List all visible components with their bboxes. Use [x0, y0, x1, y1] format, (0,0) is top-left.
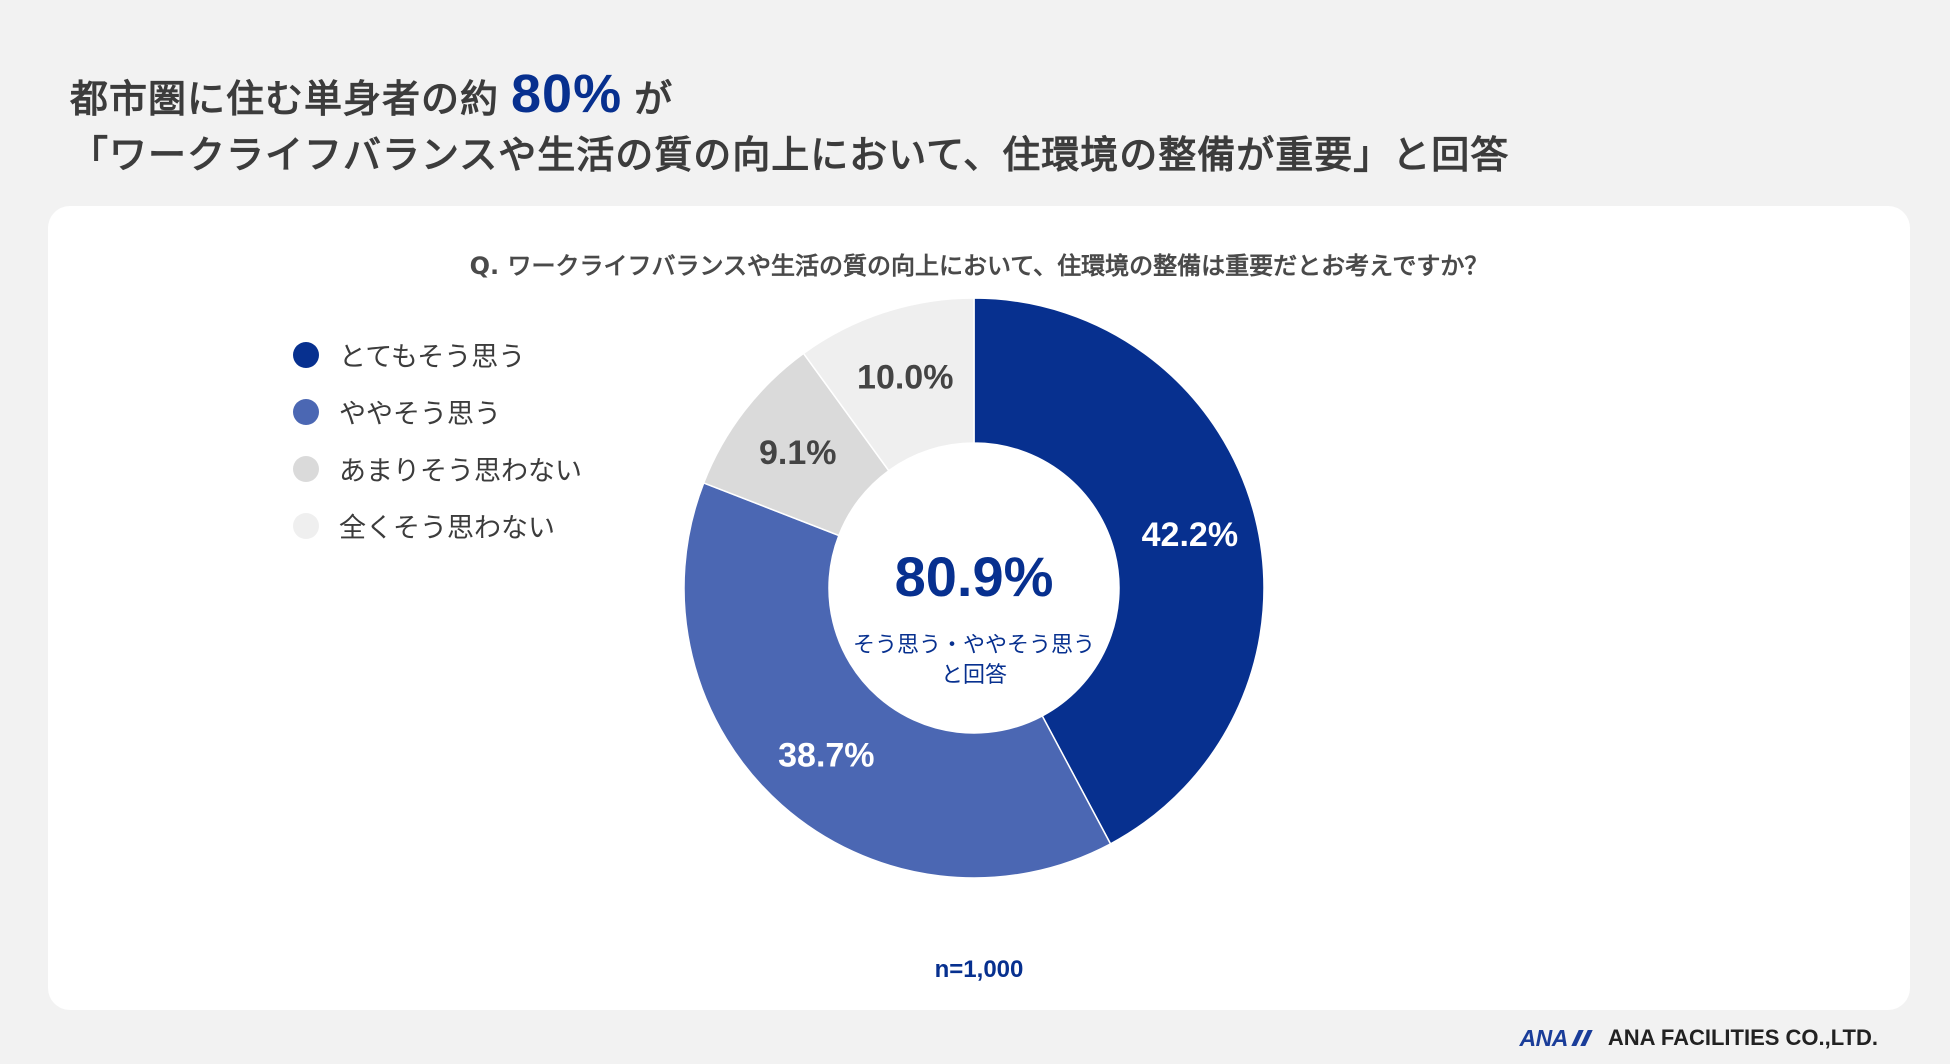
legend-swatch [293, 398, 319, 425]
center-total-value: 80.9% [895, 545, 1054, 608]
headline-line-2: 「ワークライフバランスや生活の質の向上において、住環境の整備が重要」と回答 [70, 133, 1510, 177]
ana-logo-mark: ANA [1519, 1024, 1569, 1051]
legend-item: ややそう思う [293, 383, 582, 440]
legend-label: とてもそう思う [339, 342, 526, 373]
legend-label: 全くそう思わない [339, 513, 555, 544]
legend-item: あまりそう思わない [293, 440, 582, 497]
donut-slice [973, 297, 1265, 845]
ana-stripes-icon [1571, 1030, 1594, 1046]
legend-swatch [293, 455, 319, 482]
company-logo: ANA ANA FACILITIES CO.,LTD. [1520, 1024, 1878, 1052]
chart-card: Q. ワークライフバランスや生活の質の向上において、住環境の整備は重要だとお考え… [48, 206, 1910, 1010]
chart-title: Q. ワークライフバランスや生活の質の向上において、住環境の整備は重要だとお考え… [469, 252, 1489, 280]
legend-swatch [293, 341, 319, 368]
legend-label: あまりそう思わない [339, 456, 582, 487]
headline-text-post: が [634, 77, 674, 121]
legend-swatch [293, 512, 319, 539]
donut-slice [802, 297, 975, 472]
slice-value-label: 42.2% [1142, 516, 1238, 554]
legend: とてもそう思う ややそう思う あまりそう思わない 全くそう思わない [293, 326, 582, 554]
headline: 都市圏に住む単身者の約 80% が 「ワークライフバランスや生活の質の向上において、… [70, 66, 1509, 183]
headline-line-1: 都市圏に住む単身者の約 80% が [70, 66, 1509, 127]
legend-item: 全くそう思わない [293, 497, 582, 554]
sample-size-label: n=1,000 [934, 956, 1024, 983]
company-name: ANA FACILITIES CO.,LTD. [1607, 1025, 1878, 1050]
donut-slice [683, 481, 1112, 879]
legend-item: とてもそう思う [293, 326, 582, 383]
slice-value-label: 38.7% [778, 736, 874, 774]
center-caption-line-1: そう思う・ややそう思う [853, 632, 1095, 657]
center-caption-line-2: と回答 [941, 662, 1007, 687]
slice-value-label: 10.0% [857, 358, 953, 396]
headline-highlight: 80% [511, 64, 623, 124]
legend-label: ややそう思う [339, 399, 501, 430]
slice-value-label: 9.1% [759, 434, 837, 472]
headline-text-pre: 都市圏に住む単身者の約 [70, 77, 500, 121]
